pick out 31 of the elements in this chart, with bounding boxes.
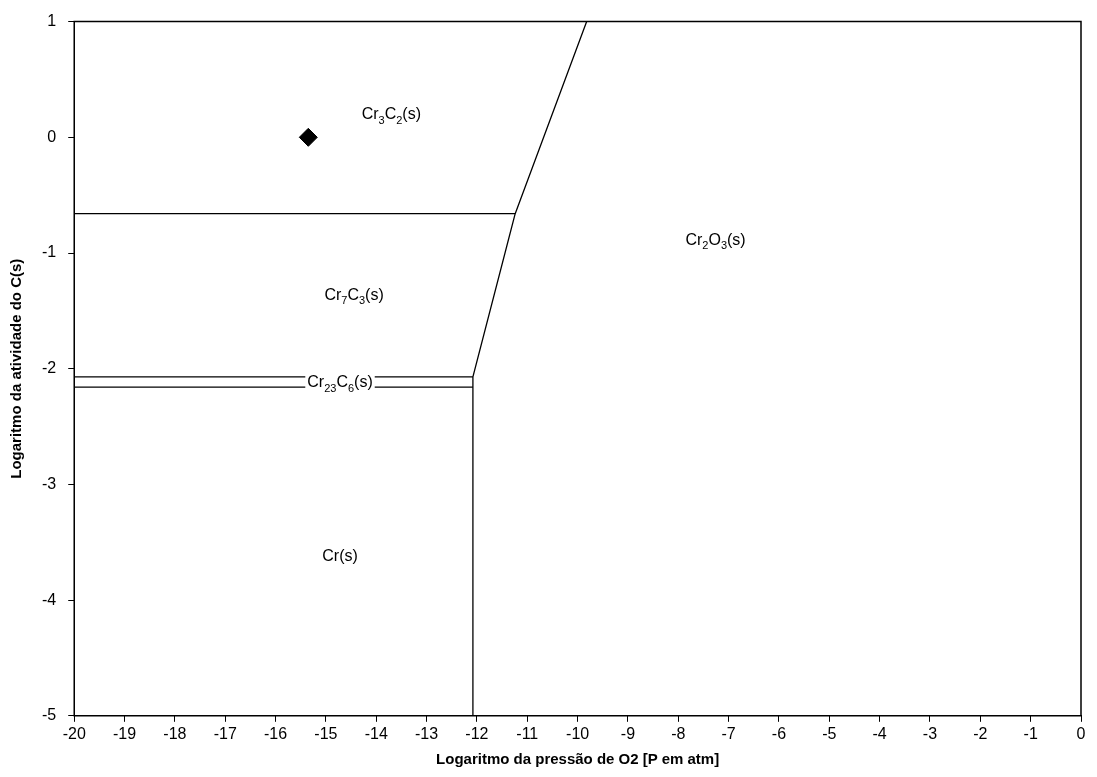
x-tick-label: -5 — [822, 724, 837, 742]
x-tick-label: -3 — [922, 724, 938, 742]
x-tick-label: -16 — [264, 724, 288, 742]
x-tick-label: -20 — [62, 724, 86, 742]
x-tick-label: -1 — [1023, 724, 1038, 742]
x-tick-label: -7 — [721, 724, 736, 742]
x-tick-label: -15 — [314, 724, 338, 742]
y-tick-label: -3 — [41, 474, 57, 492]
x-tick-label: -9 — [620, 724, 636, 742]
y-tick-label: 1 — [47, 12, 57, 30]
x-tick-label: -10 — [566, 724, 590, 742]
x-tick-label: -8 — [671, 724, 686, 742]
x-tick-label: -6 — [771, 724, 787, 742]
x-tick-label: -17 — [213, 724, 237, 742]
x-tick-label: -12 — [465, 724, 489, 742]
y-axis-title: Logaritmo da atividade do C(s) — [7, 258, 25, 479]
x-tick-label: -11 — [516, 724, 539, 742]
x-tick-label: -13 — [415, 724, 439, 742]
x-tick-label: -19 — [113, 724, 137, 742]
x-axis-title: Logaritmo da pressão de O2 [P em atm] — [436, 750, 720, 768]
y-tick-label: -1 — [41, 243, 57, 261]
x-tick-label: -2 — [973, 724, 988, 742]
x-tick-label: -4 — [872, 724, 887, 742]
x-tick-label: -14 — [364, 724, 388, 742]
annotation: Cr(s) — [322, 546, 358, 564]
y-tick-label: 0 — [47, 127, 57, 145]
x-tick-label: 0 — [1076, 724, 1086, 742]
y-tick-label: -2 — [41, 359, 57, 377]
y-tick-label: -4 — [41, 590, 57, 608]
x-tick-label: -18 — [163, 724, 187, 742]
y-tick-label: -5 — [41, 706, 57, 724]
